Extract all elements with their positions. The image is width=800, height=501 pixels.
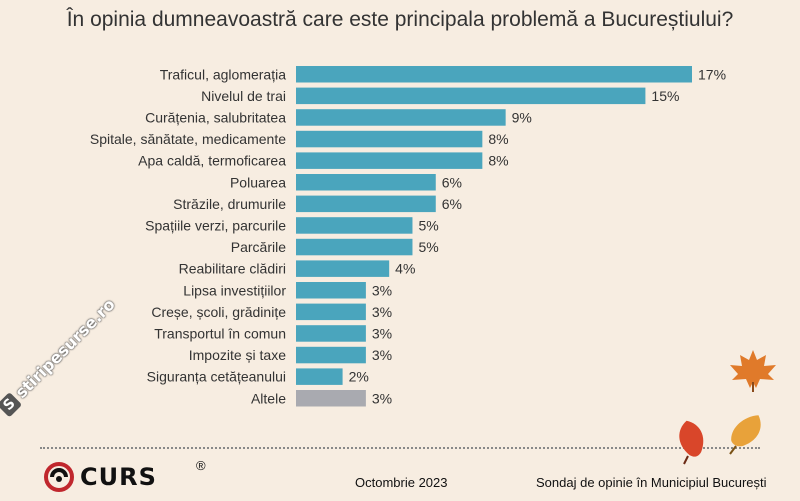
category-label: Spitale, sănătate, medicamente (90, 131, 286, 147)
chart-title: În opinia dumneavoastră care este princi… (66, 8, 734, 31)
bar (296, 260, 390, 277)
category-label: Apa caldă, termoficarea (138, 153, 286, 169)
bar (296, 174, 436, 191)
category-label: Nivelul de trai (201, 88, 286, 104)
value-label: 8% (488, 153, 508, 169)
bar (296, 390, 366, 407)
bar (296, 238, 413, 256)
birch-leaf-icon (679, 420, 704, 465)
value-label: 3% (372, 304, 392, 320)
value-label: 3% (372, 282, 392, 298)
curs-logo-icon (44, 462, 74, 492)
value-label: 15% (651, 88, 679, 104)
survey-date: Octombrie 2023 (355, 475, 448, 490)
category-label: Lipsa investițiilor (183, 282, 286, 298)
maple-leaf-icon (730, 350, 776, 392)
category-label: Reabilitare clădiri (179, 261, 286, 277)
bar (296, 368, 343, 385)
bar (296, 109, 506, 126)
value-label: 3% (372, 325, 392, 341)
value-label: 6% (442, 196, 462, 212)
value-label: 9% (512, 109, 532, 125)
oak-leaf-icon (729, 415, 761, 455)
category-label: Altele (251, 390, 286, 406)
category-label: Străzile, drumurile (173, 196, 286, 212)
footer-divider (40, 447, 760, 449)
curs-logo: CURS ® (44, 458, 206, 492)
value-label: 6% (442, 174, 462, 190)
bar (296, 303, 366, 321)
value-label: 17% (698, 66, 726, 82)
bar (296, 282, 366, 299)
category-label: Poluarea (230, 174, 286, 190)
value-label: 8% (488, 131, 508, 147)
category-label: Traficul, aglomerația (160, 66, 287, 82)
value-label: 2% (349, 369, 369, 385)
survey-description: Sondaj de opinie în Municipiul București (536, 475, 767, 490)
bar (296, 195, 436, 213)
category-label: Curățenia, salubritatea (145, 109, 286, 125)
category-label: Parcările (231, 239, 286, 255)
value-label: 3% (372, 347, 392, 363)
category-label: Siguranța cetățeanului (147, 369, 286, 385)
value-label: 5% (418, 217, 438, 233)
logo-text: CURS (80, 463, 157, 491)
bar (296, 346, 366, 364)
registered-mark: ® (196, 458, 206, 473)
bar (296, 152, 483, 169)
bar (296, 66, 692, 83)
category-label: Impozite și taxe (189, 347, 286, 363)
bar (296, 87, 646, 105)
bar (296, 217, 413, 234)
bar (296, 130, 483, 148)
category-label: Transportul în comun (154, 325, 286, 341)
category-label: Creșe, școli, grădinițe (151, 304, 286, 320)
bar (296, 325, 366, 342)
category-label: Spațiile verzi, parcurile (145, 217, 286, 233)
value-label: 4% (395, 261, 415, 277)
value-label: 3% (372, 390, 392, 406)
value-label: 5% (418, 239, 438, 255)
